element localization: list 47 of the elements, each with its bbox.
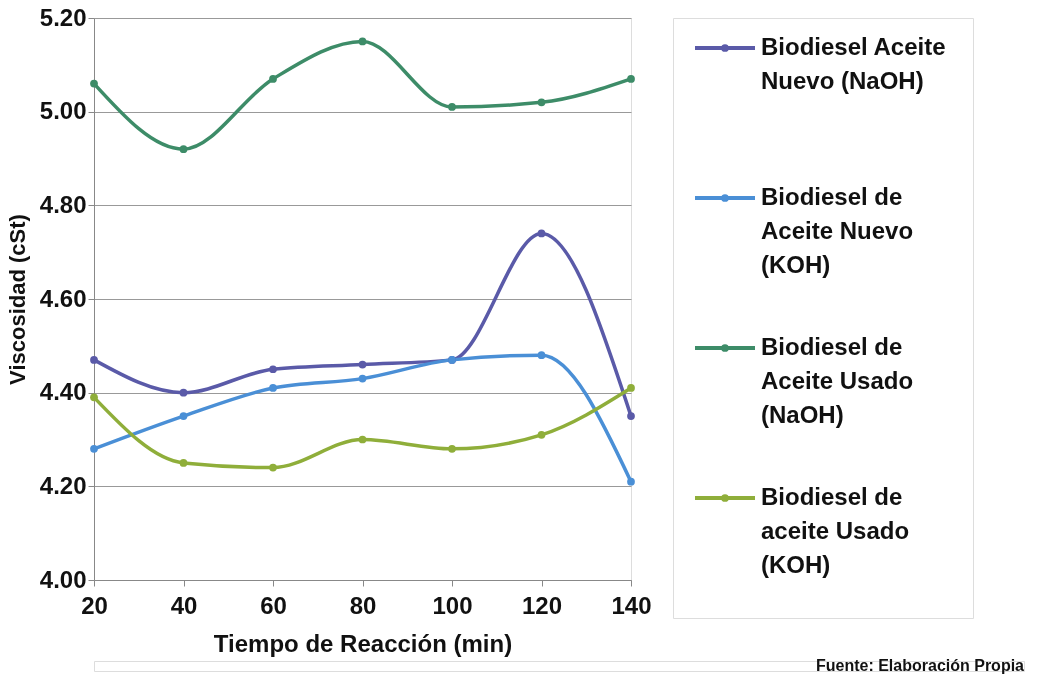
- point: [179, 388, 188, 397]
- y-axis-title: Viscosidad (cSt): [4, 214, 30, 385]
- point: [269, 75, 277, 83]
- y-tick-label: 5.20: [39, 3, 87, 31]
- point: [627, 384, 635, 392]
- point: [537, 229, 546, 238]
- point: [90, 79, 98, 88]
- legend-label: Biodiesel de aceite Usado (KOH): [761, 483, 910, 578]
- point: [537, 430, 546, 439]
- point: [537, 98, 546, 107]
- x-tick-label: 120: [521, 591, 563, 619]
- point: [269, 384, 277, 392]
- point: [90, 356, 98, 364]
- x-tick-label: 140: [611, 591, 652, 619]
- legend-label: Biodiesel de Aceite Usado (NaOH): [761, 333, 914, 428]
- point: [358, 37, 367, 46]
- y-tick-label: 4.00: [39, 565, 87, 593]
- x-tick-label: 60: [260, 591, 287, 619]
- point: [448, 445, 456, 453]
- point: [90, 445, 98, 453]
- point: [627, 477, 635, 486]
- x-tick-label: 100: [432, 591, 473, 619]
- point: [627, 75, 635, 83]
- x-tick-label: 20: [81, 591, 108, 619]
- point: [627, 412, 635, 420]
- y-tick-label: 5.00: [39, 97, 87, 125]
- point: [179, 459, 188, 467]
- legend-label: Biodiesel Aceite Nuevo (NaOH): [761, 33, 946, 94]
- point: [448, 103, 456, 111]
- point: [90, 393, 98, 402]
- point: [358, 360, 367, 369]
- point: [179, 412, 188, 420]
- y-tick-label: 4.40: [39, 378, 87, 406]
- point: [358, 374, 367, 383]
- point: [537, 351, 546, 360]
- y-tick-label: 4.80: [39, 190, 87, 218]
- x-tick-label: 80: [349, 591, 377, 619]
- point: [358, 435, 367, 444]
- x-axis-title: Tiempo de Reacción (min): [213, 629, 513, 657]
- y-tick-label: 4.60: [39, 284, 87, 312]
- y-tick-label: 4.20: [39, 471, 87, 499]
- point: [179, 145, 188, 153]
- source-note: Fuente: Elaboración Propia: [815, 657, 1025, 674]
- point: [269, 463, 277, 472]
- point: [269, 365, 277, 374]
- x-tick-label: 40: [170, 591, 198, 619]
- legend-label: Biodiesel de Aceite Nuevo (KOH): [761, 183, 914, 278]
